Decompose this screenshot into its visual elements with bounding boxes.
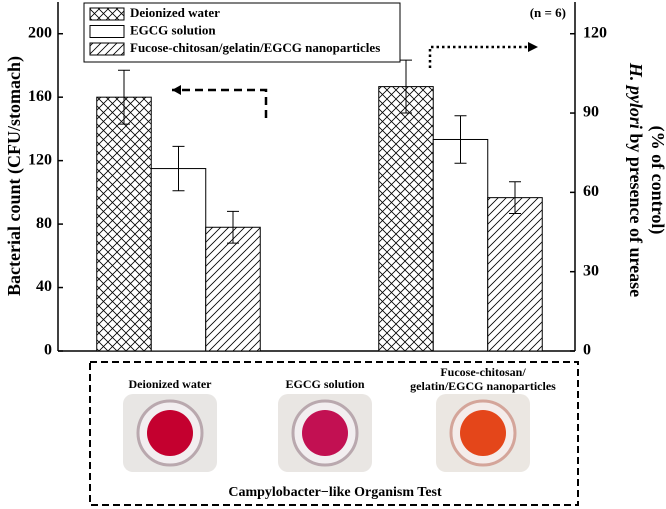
- panel-caption: Campylobacter−like Organism Test: [228, 485, 442, 500]
- y-tick-label: 160: [28, 88, 52, 105]
- legend-swatch: [89, 42, 125, 56]
- error-bar: [227, 210, 239, 244]
- y-tick-label: 0: [44, 342, 52, 359]
- arrow-head: [172, 85, 181, 95]
- arrow: [428, 45, 528, 68]
- legend-box: [83, 2, 401, 63]
- y2-axis-label-part: by presence of urease: [626, 133, 646, 297]
- error-bar: [509, 181, 521, 215]
- bar: [96, 96, 152, 352]
- y2-axis-label: (% of control): [647, 126, 666, 235]
- y2-axis-label-part: H. pylori: [626, 62, 646, 129]
- y-tick-label: 40: [36, 278, 52, 295]
- well: [123, 394, 217, 472]
- panel-label: Fucose-chitosan/: [440, 365, 526, 379]
- error-bar: [454, 115, 467, 164]
- annotation: (n = 6): [530, 5, 566, 20]
- panel-label: gelatin/EGCG nanoparticles: [410, 379, 556, 393]
- y-axis-label: Bacterial count (CFU/stomach): [4, 56, 25, 296]
- bar: [378, 86, 434, 352]
- bar: [205, 226, 261, 352]
- y2-tick-label: 90: [583, 104, 599, 121]
- legend-swatch: [89, 7, 125, 21]
- legend-label: EGCG solution: [130, 22, 216, 37]
- y-tick-label: 120: [28, 151, 52, 168]
- error-bar: [118, 69, 130, 125]
- legend-label: Deionized water: [130, 5, 220, 20]
- bar: [150, 168, 207, 352]
- arrow-head: [528, 42, 538, 52]
- panel-box: [89, 361, 579, 506]
- error-bar: [400, 59, 412, 114]
- bar: [487, 197, 543, 352]
- y2-tick-label: 0: [583, 342, 591, 359]
- well: [278, 394, 372, 472]
- y-tick-label: 200: [28, 24, 52, 41]
- y2-tick-label: 30: [583, 262, 599, 279]
- error-bar: [172, 145, 185, 192]
- legend-swatch: [89, 25, 125, 38]
- y2-tick-label: 60: [583, 183, 599, 200]
- panel-label: Deionized water: [129, 377, 213, 391]
- panel-label: EGCG solution: [285, 377, 364, 391]
- y2-axis-label: H. pylori by presence of urease: [626, 62, 646, 297]
- bar: [432, 138, 489, 352]
- well: [436, 394, 530, 472]
- y-tick-label: 80: [36, 215, 52, 232]
- arrow: [172, 88, 268, 118]
- legend-label: Fucose-chitosan/gelatin/EGCG nanoparticl…: [130, 40, 380, 55]
- y2-tick-label: 120: [583, 24, 607, 41]
